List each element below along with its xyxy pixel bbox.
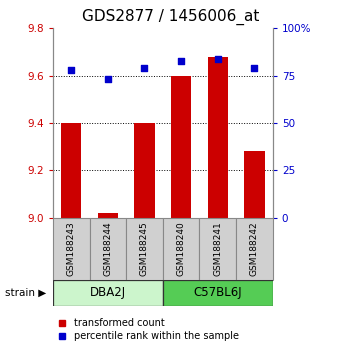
Text: DBA2J: DBA2J [90,286,126,299]
Bar [53,218,89,280]
Bar [163,218,199,280]
Text: GSM188245: GSM188245 [140,221,149,276]
Point [69,67,74,73]
Text: GDS2877 / 1456006_at: GDS2877 / 1456006_at [82,9,259,25]
Point [178,58,184,63]
Bar [199,218,236,280]
Text: GSM188243: GSM188243 [67,221,76,276]
Bar [53,280,163,306]
Point [105,76,110,82]
Text: GSM188241: GSM188241 [213,221,222,276]
Legend: transformed count, percentile rank within the sample: transformed count, percentile rank withi… [51,317,240,342]
Point [252,65,257,71]
Bar [171,76,191,218]
Bar [163,280,273,306]
Text: strain ▶: strain ▶ [5,288,46,298]
Bar [208,57,228,218]
Bar [236,218,273,280]
Bar [134,123,154,218]
Point [215,56,221,62]
Bar [61,123,81,218]
Bar [89,218,126,280]
Bar [126,218,163,280]
Text: C57BL6J: C57BL6J [193,286,242,299]
Text: GSM188240: GSM188240 [177,221,186,276]
Point [142,65,147,71]
Text: GSM188242: GSM188242 [250,221,259,276]
Bar [98,213,118,218]
Text: GSM188244: GSM188244 [103,221,112,276]
Bar [244,152,265,218]
